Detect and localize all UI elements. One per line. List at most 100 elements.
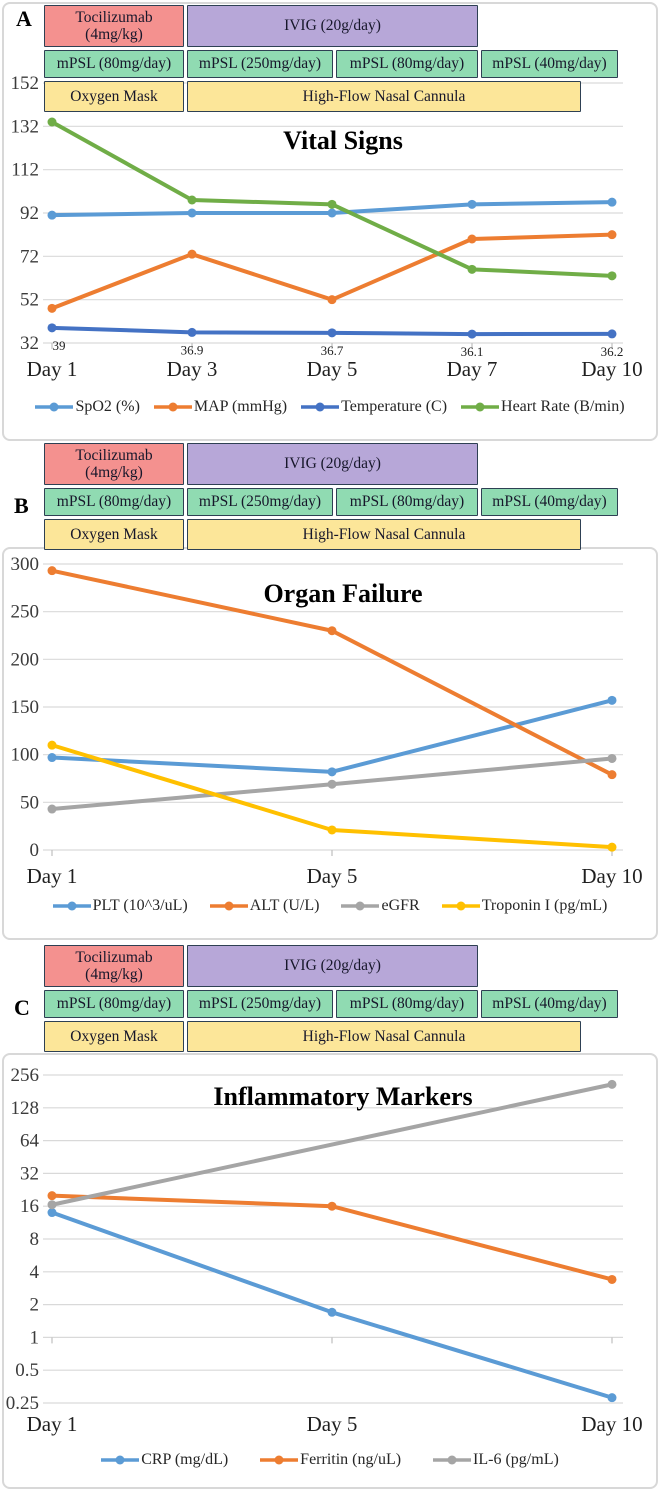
legend-marker-icon bbox=[441, 901, 480, 911]
y-tick-label: 200 bbox=[11, 649, 40, 670]
organ-failure-legend: PLT (10^3/uL) ALT (U/L) eGFR Troponin I (pg… bbox=[4, 897, 656, 915]
data-point-marker bbox=[607, 695, 617, 705]
legend-item: eGFR bbox=[341, 897, 420, 915]
x-tick-label: Day 1 bbox=[27, 357, 78, 381]
y-tick-label: 72 bbox=[20, 246, 39, 267]
treatment-bar-ivig-20g-day: IVIG (20g/day) bbox=[187, 945, 478, 987]
treatment-bar-text: Tocilizumab bbox=[75, 446, 153, 464]
data-point-marker bbox=[47, 1208, 57, 1218]
series-spo2 bbox=[47, 197, 617, 220]
data-point-marker bbox=[47, 804, 57, 814]
data-point-marker bbox=[607, 1274, 617, 1284]
data-point-marker bbox=[327, 295, 337, 305]
series-map-mmhg bbox=[47, 230, 617, 313]
series-line bbox=[50, 698, 614, 774]
legend-label: Temperature (C) bbox=[341, 398, 448, 415]
legend-marker-icon bbox=[209, 901, 248, 911]
data-point-marker bbox=[187, 327, 197, 337]
legend-item: Temperature (C) bbox=[301, 398, 447, 416]
treatment-bar-text: High-Flow Nasal Cannula bbox=[302, 87, 466, 105]
legend-dot bbox=[447, 1455, 457, 1465]
data-point-marker bbox=[187, 208, 197, 218]
treatment-bar-ivig-20g-day: IVIG (20g/day) bbox=[187, 5, 478, 47]
treatment-bar-oxygen-mask: Oxygen Mask bbox=[44, 1021, 184, 1052]
legend-marker-icon bbox=[461, 402, 500, 412]
y-tick-label: 32 bbox=[20, 333, 39, 354]
data-point-marker bbox=[47, 753, 57, 763]
y-tick-label: 152 bbox=[11, 73, 40, 94]
treatment-bar-text: mPSL (80mg/day) bbox=[56, 493, 172, 511]
series-crp-mg-dl bbox=[47, 1208, 617, 1403]
treatment-bar-text: IVIG (20g/day) bbox=[284, 17, 381, 35]
data-point-marker bbox=[327, 825, 337, 835]
treatment-bar-text: Oxygen Mask bbox=[70, 1027, 158, 1045]
treatment-bar-text: mPSL (250mg/day) bbox=[198, 55, 322, 73]
treatment-bar-text: IVIG (20g/day) bbox=[284, 957, 381, 975]
data-point-marker bbox=[47, 1200, 57, 1210]
treatment-bar-text: mPSL (80mg/day) bbox=[349, 493, 465, 511]
y-tick-label: 0.5 bbox=[15, 1360, 39, 1381]
series-heart-rate-b-min bbox=[47, 117, 617, 281]
series-temperature-c: 39 36.9 36.7 36.1 36.2 bbox=[47, 323, 624, 359]
chart-title: Organ Failure bbox=[263, 579, 422, 608]
legend-label: SpO2 (%) bbox=[75, 398, 140, 415]
panel-b: 300 250 200 150 100 50 0 Day 1 Day 5 Day 10 Organ … bbox=[2, 547, 658, 940]
series-plt-10-3-ul bbox=[47, 695, 617, 777]
y-tick-label: 100 bbox=[11, 745, 40, 766]
y-tick-label: 128 bbox=[11, 1098, 40, 1119]
treatment-bar-text: High-Flow Nasal Cannula bbox=[302, 525, 466, 543]
legend-item: CRP (mg/dL) bbox=[101, 1451, 228, 1469]
treatment-bar-high-flow-nasal-cannula: High-Flow Nasal Cannula bbox=[187, 81, 581, 112]
treatment-bar-mpsl-80mg-day: mPSL (80mg/day) bbox=[44, 990, 184, 1018]
legend-marker-icon bbox=[52, 901, 91, 911]
data-label: 36.2 bbox=[601, 344, 624, 359]
legend-dot bbox=[475, 402, 485, 412]
y-tick-label: 112 bbox=[11, 160, 39, 181]
legend-label: eGFR bbox=[381, 897, 420, 914]
treatment-bar-mpsl-80mg-day: mPSL (80mg/day) bbox=[336, 50, 478, 78]
x-tick-label: Day 5 bbox=[307, 357, 358, 381]
treatment-bar-text: IVIG (20g/day) bbox=[284, 455, 381, 473]
x-tick-label: Day 5 bbox=[307, 864, 358, 888]
legend-dot bbox=[67, 901, 77, 911]
treatment-bar-text: mPSL (40mg/day) bbox=[492, 55, 607, 73]
treatment-bar-text: mPSL (250mg/day) bbox=[198, 493, 322, 511]
y-tick-label: 2 bbox=[30, 1295, 40, 1316]
panel-c: 256 128 64 32 16 8 4 2 1 0.5 0.25 Day 1 Day 5 Day 10 I… bbox=[2, 1053, 658, 1489]
data-point-marker bbox=[607, 329, 617, 339]
legend-label: MAP (mmHg) bbox=[193, 398, 288, 415]
data-label: 36.1 bbox=[461, 344, 484, 359]
treatment-bar-high-flow-nasal-cannula: High-Flow Nasal Cannula bbox=[187, 519, 581, 550]
inflammatory-markers-legend: CRP (mg/dL) Ferritin (ng/uL) IL-6 (pg/mL) bbox=[4, 1451, 656, 1469]
treatment-bar-text: mPSL (80mg/day) bbox=[349, 55, 465, 73]
treatment-bar-mpsl-80mg-day: mPSL (80mg/day) bbox=[44, 488, 184, 516]
panel-c-label: C bbox=[14, 995, 30, 1020]
treatment-bar-mpsl-250mg-day: mPSL (250mg/day) bbox=[187, 488, 333, 516]
legend-marker-icon bbox=[433, 1455, 472, 1465]
data-point-marker bbox=[327, 767, 337, 777]
data-point-marker bbox=[607, 753, 617, 763]
treatment-bar-high-flow-nasal-cannula: High-Flow Nasal Cannula bbox=[187, 1021, 581, 1052]
panel-a-label: A bbox=[16, 6, 32, 31]
legend-label: CRP (mg/dL) bbox=[141, 1451, 229, 1468]
data-point-marker bbox=[607, 842, 617, 852]
legend-dot bbox=[115, 1455, 125, 1465]
x-tick-label: Day 7 bbox=[447, 357, 498, 381]
y-tick-label: 92 bbox=[20, 203, 39, 224]
y-tick-label: 4 bbox=[30, 1262, 40, 1283]
data-point-marker bbox=[47, 1191, 57, 1201]
legend-label: ALT (U/L) bbox=[249, 897, 320, 914]
data-point-marker bbox=[47, 117, 57, 127]
treatment-bar-oxygen-mask: Oxygen Mask bbox=[44, 81, 184, 112]
treatment-bar-mpsl-40mg-day: mPSL (40mg/day) bbox=[481, 50, 618, 78]
treatment-bar-mpsl-80mg-day: mPSL (80mg/day) bbox=[336, 488, 478, 516]
chart-title: Inflammatory Markers bbox=[213, 1082, 472, 1111]
data-point-marker bbox=[187, 195, 197, 205]
y-tick-label: 16 bbox=[20, 1196, 39, 1217]
y-tick-label: 150 bbox=[11, 697, 40, 718]
treatment-bar-oxygen-mask: Oxygen Mask bbox=[44, 519, 184, 550]
treatment-bar-mpsl-250mg-day: mPSL (250mg/day) bbox=[187, 990, 333, 1018]
y-tick-label: 1 bbox=[30, 1327, 40, 1348]
legend-item: Ferritin (ng/uL) bbox=[260, 1451, 401, 1469]
legend-marker-icon bbox=[341, 901, 380, 911]
